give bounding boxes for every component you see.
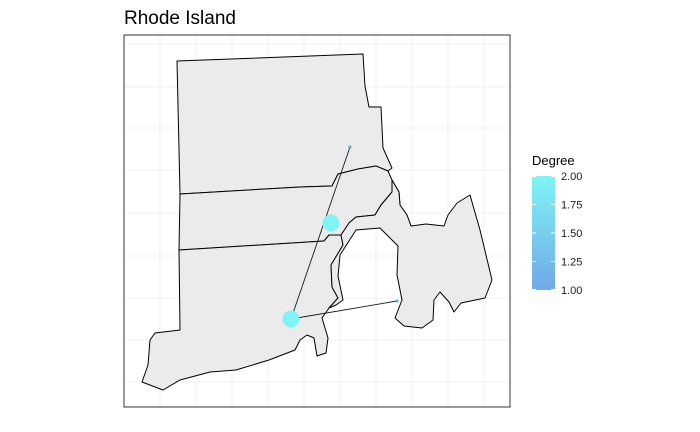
edge-n3-n4: [290, 300, 398, 320]
node-n4: [395, 299, 399, 303]
chart-title: Rhode Island: [124, 8, 236, 29]
node-n1: [348, 145, 352, 149]
legend-tick-label: 1.00: [561, 285, 582, 297]
legend-tick-label: 1.25: [561, 257, 582, 269]
network-nodes: [282, 145, 399, 328]
county-polygons: [141, 53, 493, 391]
legend-ticks: 1.00 1.25 1.50 1.75 2.00: [532, 171, 582, 297]
legend-colorbar: [532, 176, 555, 290]
legend-tick-label: 1.50: [561, 228, 582, 240]
network-edges: [290, 146, 398, 320]
panel-border: [123, 34, 511, 408]
county-newport: [328, 179, 493, 329]
legend: Degree 1.00 1.25 1.50 1.75 2.00: [532, 153, 582, 297]
legend-tick-label: 1.75: [561, 200, 582, 212]
plot-panel: [123, 34, 511, 408]
legend-tick-label: 2.00: [561, 171, 582, 183]
edge-n1-n3: [290, 146, 351, 320]
legend-title: Degree: [532, 153, 575, 168]
node-n3: [282, 310, 300, 328]
node-n2: [322, 214, 340, 232]
